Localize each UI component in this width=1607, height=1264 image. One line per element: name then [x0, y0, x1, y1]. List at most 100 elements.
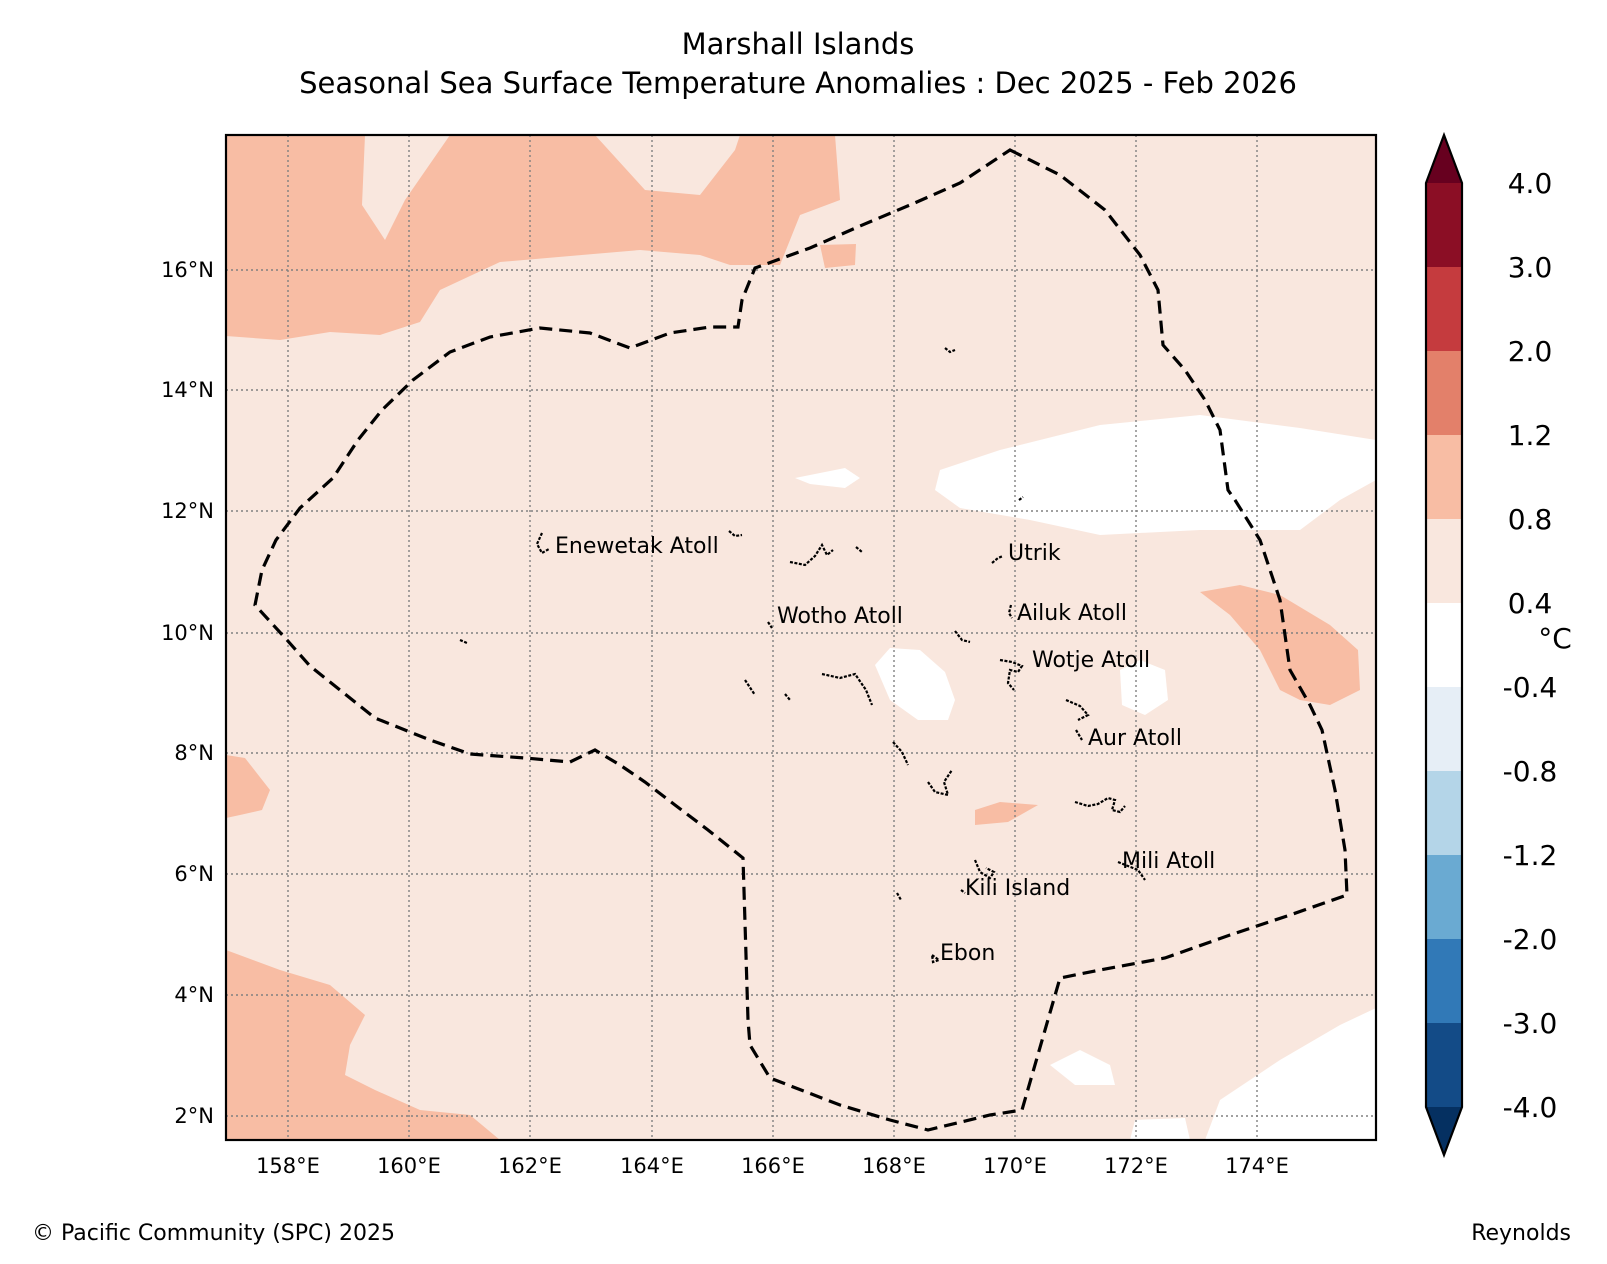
warm-anomaly-small-patch: [975, 802, 1038, 825]
colorbar-label: 1.2: [1508, 419, 1553, 452]
lon-label-170e: 170°E: [983, 1154, 1047, 1178]
colorbar-outline: [1424, 131, 1464, 1159]
atoll-ujelang: [728, 530, 743, 538]
atoll-aur: [1075, 729, 1083, 741]
neutral-anomaly-patch-5: [1130, 1118, 1190, 1140]
atoll-maloelap: [1065, 698, 1090, 721]
map-subtitle: Seasonal Sea Surface Temperature Anomali…: [299, 66, 1297, 100]
lat-label-10n: 10°N: [161, 621, 214, 645]
lat-label-4n: 4°N: [174, 983, 214, 1007]
map-frame: [224, 133, 1378, 1142]
place-label-ailuk: Ailuk Atoll: [1017, 601, 1127, 626]
warm-anomaly-southwest-region: [226, 950, 500, 1140]
lat-label-16n: 16°N: [161, 258, 214, 282]
colorbar-segment: [1426, 351, 1462, 436]
atoll-kili: [960, 889, 966, 894]
colorbar: 4.0 3.0 2.0 1.2 0.8 0.4 -0.4 -0.8 -1.2 -2.0 -3.0 -4…: [1424, 131, 1558, 1159]
colorbar-extend-max: [1426, 135, 1462, 183]
lat-label-8n: 8°N: [174, 741, 214, 765]
colorbar-label: 0.4: [1508, 587, 1553, 620]
colorbar-segment: [1426, 435, 1462, 520]
place-label-aur: Aur Atoll: [1088, 726, 1182, 751]
neutral-anomaly-patch-1: [795, 468, 860, 488]
atoll-ujae: [459, 638, 468, 645]
atoll-namorik: [896, 892, 902, 901]
colorbar-label: 3.0: [1508, 251, 1553, 284]
atoll-likiep: [954, 630, 971, 644]
colorbar-label: 2.0: [1508, 335, 1553, 368]
warm-anomaly-north-region: [226, 135, 840, 340]
atoll-namu: [892, 741, 909, 766]
colorbar-segment: [1426, 687, 1462, 772]
atoll-kwajalein: [821, 672, 874, 706]
atoll-bikar: [944, 347, 956, 354]
atoll-bikini: [789, 542, 834, 567]
place-labels: Enewetak Atoll Utrik Ailuk Atoll Wotho A…: [555, 534, 1215, 966]
atoll-outlines: [459, 347, 1146, 964]
atoll-utrik: [991, 554, 1004, 564]
colorbar-label: 0.8: [1508, 503, 1553, 536]
longitude-axis: 158°E 160°E 162°E 164°E 166°E 168°E 170°…: [256, 1154, 1289, 1178]
atoll-majuro: [1074, 796, 1126, 814]
lat-label-14n: 14°N: [161, 378, 214, 402]
colorbar-segment: [1426, 1023, 1462, 1108]
atoll-jaluit: [973, 859, 996, 880]
map-title: Marshall Islands: [682, 27, 915, 61]
lon-label-172e: 172°E: [1104, 1154, 1168, 1178]
colorbar-segment: [1426, 855, 1462, 940]
atoll-ailuk: [1007, 604, 1013, 619]
atoll-enewetak: [535, 532, 550, 555]
colorbar-segment: [1426, 183, 1462, 268]
copyright-text: © Pacific Community (SPC) 2025: [32, 1221, 395, 1246]
atoll-wotje: [999, 658, 1024, 691]
lat-label-2n: 2°N: [174, 1104, 214, 1128]
colorbar-label: -0.4: [1503, 671, 1558, 704]
colorbar-segment: [1426, 603, 1462, 688]
atoll-taka: [1018, 496, 1024, 501]
lat-label-12n: 12°N: [161, 499, 214, 523]
colorbar-label: 4.0: [1508, 167, 1553, 200]
colorbar-segment: [1426, 519, 1462, 604]
neutral-anomaly-patch-3: [1120, 660, 1168, 715]
colorbar-label: -3.0: [1503, 1007, 1558, 1040]
atoll-lae: [744, 679, 756, 696]
atoll-wotho: [767, 621, 773, 629]
colorbar-label: -4.0: [1503, 1091, 1558, 1124]
lon-label-174e: 174°E: [1225, 1154, 1289, 1178]
sst-field: Enewetak Atoll Utrik Ailuk Atoll Wotho A…: [226, 135, 1376, 1140]
warm-anomaly-east-region: [1200, 585, 1360, 705]
atoll-ailinginae: [855, 546, 863, 553]
place-label-wotho: Wotho Atoll: [777, 604, 903, 629]
neutral-anomaly-patch-4: [1050, 1050, 1115, 1085]
colorbar-label: -0.8: [1503, 755, 1558, 788]
atoll-mili: [1117, 860, 1146, 881]
colorbar-label: -2.0: [1503, 923, 1558, 956]
atoll-namu-small: [784, 693, 791, 701]
colorbar-segment: [1426, 771, 1462, 856]
lon-label-168e: 168°E: [862, 1154, 926, 1178]
place-label-wotje: Wotje Atoll: [1032, 648, 1150, 673]
warm-anomaly-west-patch: [226, 755, 270, 818]
place-label-kili: Kili Island: [965, 876, 1070, 901]
place-label-utrik: Utrik: [1008, 541, 1061, 566]
colorbar-label: -1.2: [1503, 839, 1558, 872]
atoll-ebon: [930, 952, 942, 964]
place-label-enewetak: Enewetak Atoll: [555, 534, 719, 559]
lon-label-164e: 164°E: [620, 1154, 684, 1178]
place-label-ebon: Ebon: [940, 941, 995, 966]
neutral-anomaly-patch-southeast: [1205, 1008, 1376, 1140]
lon-label-166e: 166°E: [741, 1154, 805, 1178]
lon-label-158e: 158°E: [256, 1154, 320, 1178]
lon-label-162e: 162°E: [498, 1154, 562, 1178]
latitude-axis: 16°N 14°N 12°N 10°N 8°N 6°N 4°N 2°N: [161, 258, 214, 1128]
neutral-anomaly-patch-2: [875, 648, 955, 720]
colorbar-segment: [1426, 939, 1462, 1024]
place-label-mili: Mili Atoll: [1122, 849, 1215, 874]
data-source-text: Reynolds: [1471, 1221, 1571, 1246]
eez-boundary: [253, 148, 1349, 1132]
colorbar-unit: °C: [1538, 622, 1572, 655]
lat-label-6n: 6°N: [174, 862, 214, 886]
colorbar-segment: [1426, 267, 1462, 352]
map-gridlines: [226, 135, 1376, 1140]
